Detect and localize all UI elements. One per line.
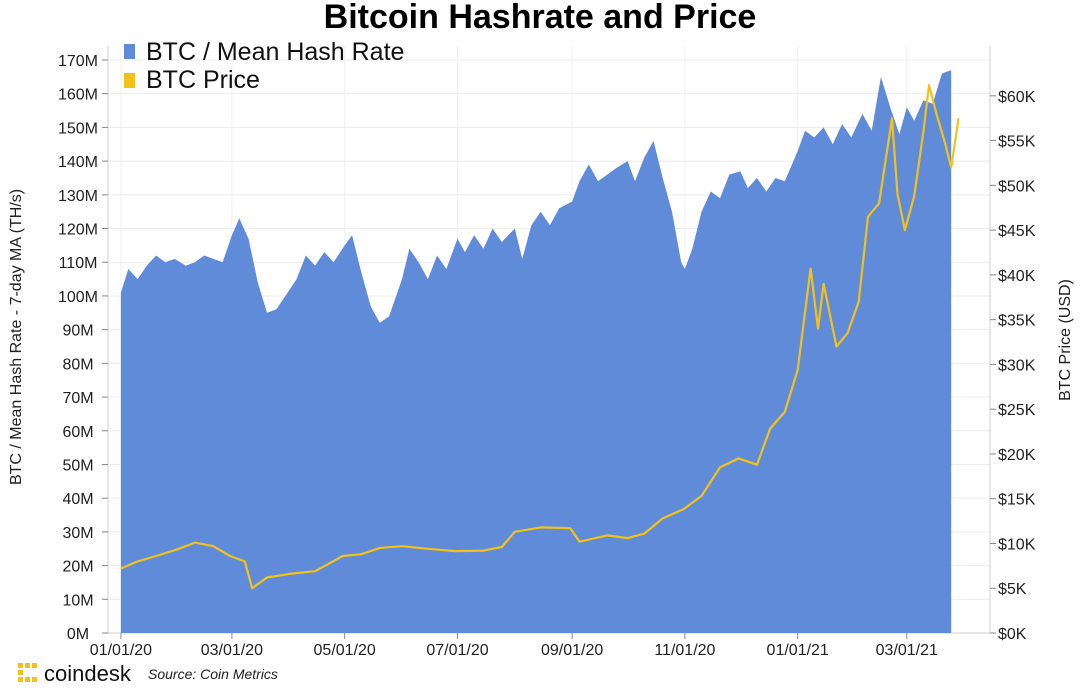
- x-tick-label: 07/01/20: [426, 642, 488, 659]
- source-note: Source: Coin Metrics: [148, 666, 278, 682]
- left-tick-label: 100M: [58, 289, 98, 306]
- left-tick-label: 60M: [62, 424, 93, 441]
- coindesk-logo-icon: [18, 663, 37, 682]
- right-tick-label: $0K: [998, 626, 1027, 643]
- left-tick-label: 50M: [62, 457, 93, 474]
- right-tick-label: $50K: [998, 178, 1036, 195]
- right-tick-label: $30K: [998, 357, 1036, 374]
- right-axis-label: BTC Price (USD): [1057, 279, 1074, 401]
- chart-title: Bitcoin Hashrate and Price: [324, 0, 757, 36]
- x-tick-label: 09/01/20: [541, 642, 603, 659]
- brand-name: coindesk: [44, 661, 132, 686]
- x-tick-label: 01/01/20: [90, 642, 152, 659]
- left-axis-label: BTC / Mean Hash Rate - 7-day MA (TH/s): [8, 189, 25, 485]
- left-tick-label: 70M: [62, 390, 93, 407]
- legend-swatch-price: [124, 73, 135, 88]
- left-tick-label: 0M: [67, 626, 89, 643]
- left-tick-label: 10M: [62, 592, 93, 609]
- left-tick-label: 120M: [58, 222, 98, 239]
- price-line-layer: [120, 84, 960, 590]
- left-tick-label: 130M: [58, 188, 98, 205]
- right-axis-ticks: $0K $5K $10K $15K $20K $25K $30K $35K $40K $45K $5…: [990, 89, 1036, 643]
- right-tick-label: $15K: [998, 492, 1036, 509]
- legend-label-hashrate: BTC / Mean Hash Rate: [146, 38, 404, 66]
- left-tick-label: 90M: [62, 323, 93, 340]
- hashrate-area-layer: [120, 70, 952, 634]
- footer: coindesk Source: Coin Metrics: [18, 661, 278, 686]
- left-tick-label: 110M: [59, 255, 98, 272]
- hashrate-area: [120, 70, 952, 634]
- legend-label-price: BTC Price: [146, 66, 260, 94]
- x-tick-label: 03/01/21: [876, 642, 938, 659]
- left-tick-label: 160M: [58, 87, 98, 104]
- right-tick-label: $10K: [998, 536, 1036, 553]
- left-tick-label: 150M: [58, 120, 98, 137]
- right-tick-label: $5K: [998, 581, 1027, 598]
- right-tick-label: $60K: [998, 89, 1036, 106]
- right-tick-label: $55K: [998, 134, 1036, 151]
- left-tick-label: 40M: [62, 491, 93, 508]
- x-tick-label: 03/01/20: [201, 642, 263, 659]
- right-tick-label: $35K: [998, 313, 1036, 330]
- left-tick-label: 20M: [62, 559, 93, 576]
- left-axis-ticks: 0M 10M 20M 30M 40M 50M 60M 70M 80M 90M 100M 110M 120…: [58, 53, 108, 643]
- right-tick-label: $25K: [998, 402, 1036, 419]
- left-tick-label: 30M: [62, 525, 93, 542]
- legend: BTC / Mean Hash Rate BTC Price: [124, 38, 404, 94]
- x-tick-label: 11/01/20: [654, 642, 715, 659]
- x-tick-label: 01/01/21: [767, 642, 829, 659]
- left-tick-label: 170M: [58, 53, 98, 70]
- legend-swatch-hashrate: [124, 44, 135, 59]
- right-tick-label: $40K: [998, 268, 1036, 285]
- right-tick-label: $20K: [998, 447, 1036, 464]
- x-tick-label: 05/01/20: [314, 642, 376, 659]
- left-tick-label: 80M: [62, 356, 93, 373]
- price-line: [120, 84, 960, 590]
- right-tick-label: $45K: [998, 223, 1036, 240]
- left-tick-label: 140M: [58, 154, 98, 171]
- x-axis-ticks: 01/01/20 03/01/20 05/01/20 07/01/20 09/01/20…: [90, 633, 938, 659]
